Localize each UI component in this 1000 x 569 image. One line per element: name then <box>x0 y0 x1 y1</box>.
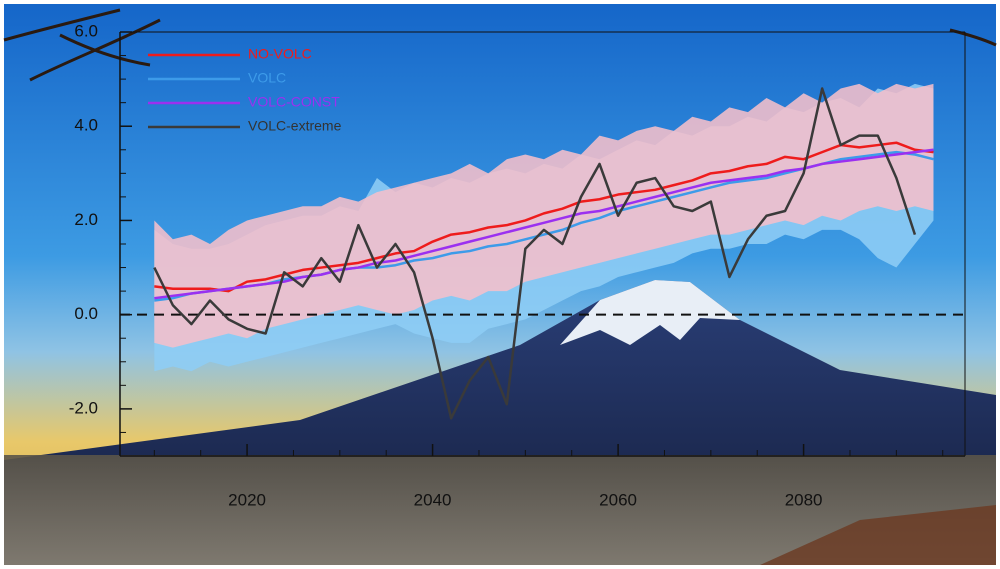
range-band <box>154 83 934 348</box>
x-tick-label: 2060 <box>599 490 637 509</box>
x-tick-label: 2020 <box>228 490 266 509</box>
y-tick-label: 2.0 <box>74 210 98 229</box>
legend-label: VOLC-extreme <box>248 118 342 134</box>
plot-area: 6.0 4.0 2.0 0.0 -2.0 2020 2040 2060 2080 NO-VOLC V… <box>69 21 966 509</box>
y-tick-label: 4.0 <box>74 116 98 135</box>
x-tick-label: 2040 <box>414 490 452 509</box>
legend-label: NO-VOLC <box>248 46 312 62</box>
legend-label: VOLC <box>248 70 286 86</box>
legend-label: VOLC-CONST <box>248 94 340 110</box>
y-tick-label: 6.0 <box>74 21 98 40</box>
x-tick-label: 2080 <box>785 490 823 509</box>
y-tick-label: -2.0 <box>69 398 98 417</box>
series-line <box>153 87 917 420</box>
y-tick-label: 0.0 <box>74 304 98 323</box>
